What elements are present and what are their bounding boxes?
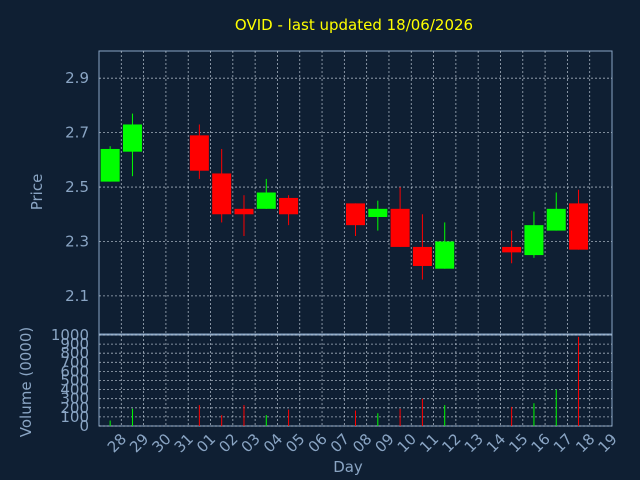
volume-y-tick-label: 700 (60, 353, 89, 371)
candle-body (569, 203, 589, 250)
volume-y-tick-label: 200 (60, 399, 89, 417)
candle-body (524, 225, 544, 256)
volume-axis-label: Volume (0000) (17, 327, 35, 437)
volume-y-tick-label: 800 (60, 344, 89, 362)
price-axis-label: Price (28, 174, 46, 211)
volume-y-tick-label: 600 (60, 362, 89, 380)
candle-body (189, 135, 209, 171)
volume-grid (99, 334, 612, 427)
volume-y-tick-label: 900 (60, 335, 89, 353)
price-grid (99, 51, 612, 334)
price-y-tick-label: 2.1 (65, 287, 89, 305)
x-ticks: 2829303101020304050607080910111213141516… (104, 430, 621, 456)
volume-bars (109, 336, 580, 426)
volume-y-tick-label: 300 (60, 390, 89, 408)
chart-title: OVID - last updated 18/06/2026 (235, 16, 473, 34)
price-y-tick-label: 2.5 (65, 178, 89, 196)
candle-body (234, 208, 254, 215)
price-y-tick-label: 2.3 (65, 232, 89, 250)
candle-body (346, 203, 365, 226)
candle-body (412, 246, 432, 266)
candle-body (546, 208, 566, 231)
candle-body (435, 241, 455, 269)
candles (100, 113, 589, 280)
candle-body (502, 246, 522, 253)
x-axis-label: Day (333, 458, 363, 476)
volume-y-tick-label: 400 (60, 381, 89, 399)
candle-body (368, 208, 388, 217)
x-tick-label: 19 (595, 430, 621, 456)
volume-y-tick-label: 100 (60, 408, 89, 426)
candle-body (212, 173, 232, 215)
volume-y-tick-label: 500 (60, 372, 89, 390)
candle-body (279, 197, 299, 215)
price-y-ticks: 2.1 2.3 2.5 2.7 2.9 (65, 69, 89, 305)
candle-body (390, 208, 410, 247)
volume-y-tick-label: 0 (79, 417, 89, 435)
price-panel-frame (98, 50, 613, 335)
price-y-tick-label: 2.7 (65, 124, 89, 142)
volume-y-tick-label: 1000 (51, 326, 89, 344)
price-y-tick-label: 2.9 (65, 69, 89, 87)
candle-body (100, 148, 120, 182)
candle-body (122, 124, 142, 152)
candle-body (256, 192, 276, 209)
